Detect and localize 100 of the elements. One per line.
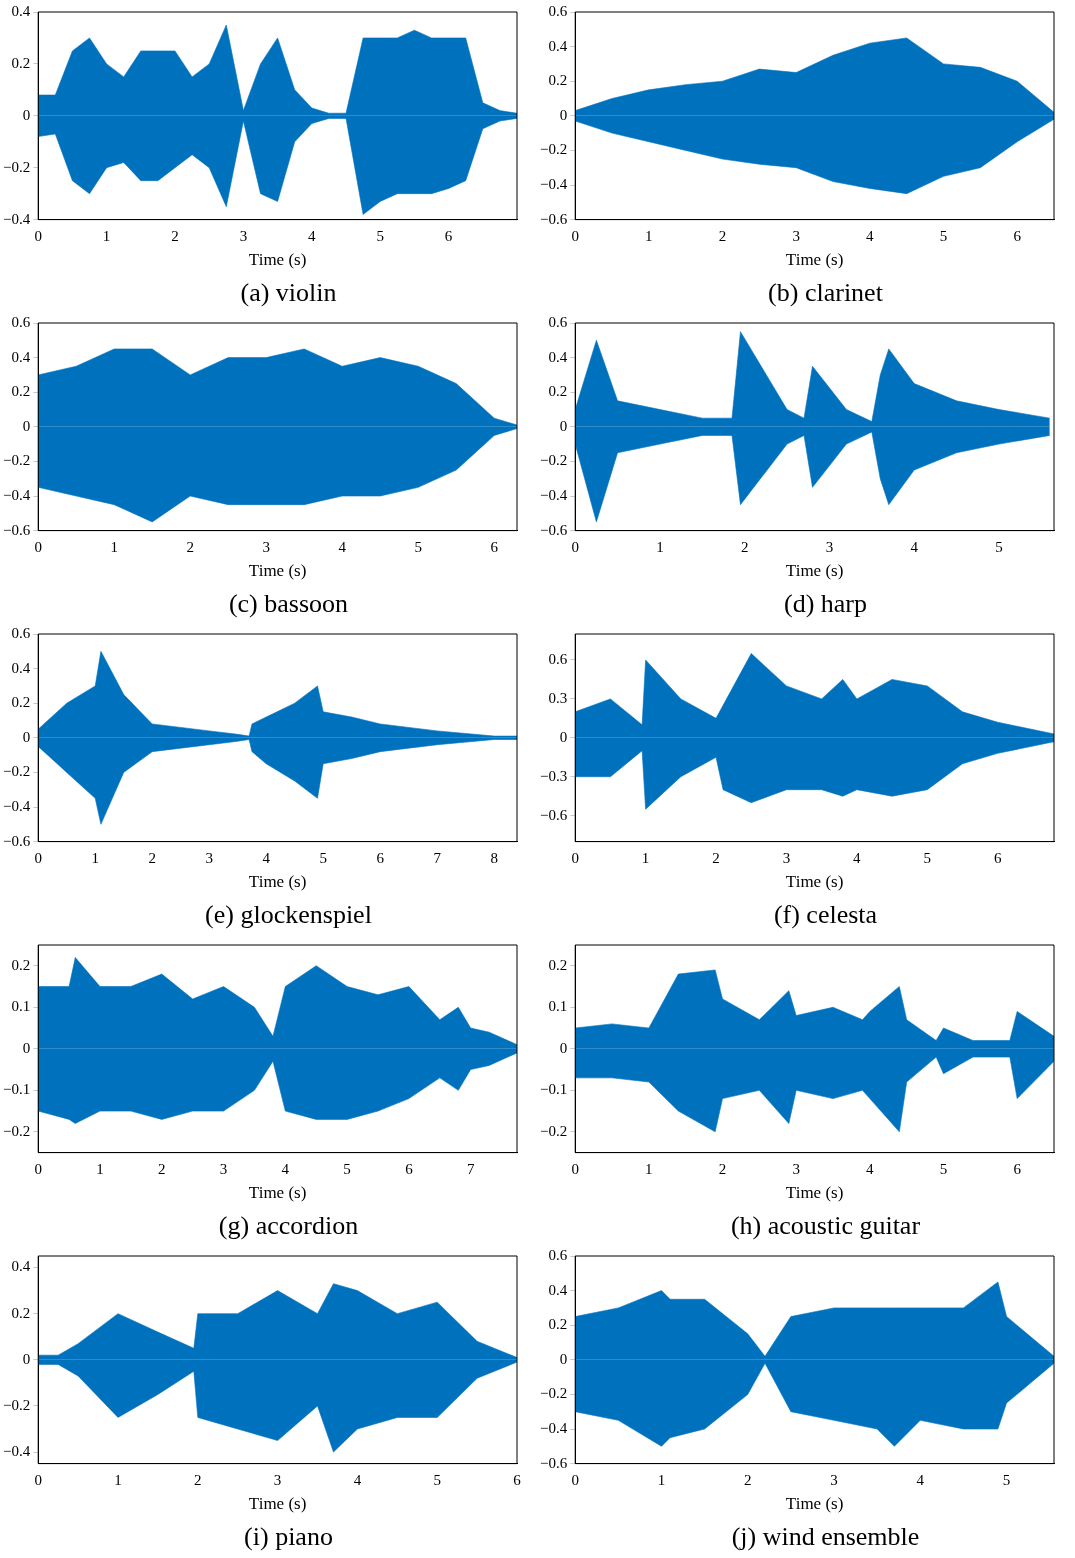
x-tick-label: 1 [110, 538, 118, 555]
x-tick-label: 3 [273, 1471, 282, 1488]
x-tick-label: 3 [239, 227, 248, 244]
x-tick-label: 5 [939, 1160, 948, 1177]
x-tick-label: 6 [490, 538, 499, 555]
x-tick-label: 0 [34, 1471, 42, 1488]
y-tick-label: −0.2 [2, 1396, 31, 1413]
y-tick-label: 0.2 [548, 956, 568, 973]
y-tick-label: 0 [22, 106, 31, 123]
x-tick-label: 6 [1013, 1160, 1022, 1177]
y-tick-label: −0.4 [539, 175, 568, 192]
x-tick-label: 2 [712, 849, 720, 866]
x-tick-label: 4 [353, 1471, 362, 1488]
y-tick-label: 0 [559, 1350, 568, 1367]
x-tick-label: 0 [571, 849, 579, 866]
x-tick-label: 2 [171, 227, 179, 244]
x-tick-label: 4 [866, 227, 875, 244]
text: (j) wind ensemble [730, 1521, 921, 1553]
x-tick-label: 1 [657, 1471, 666, 1488]
y-tick-label: 0.6 [548, 2, 568, 19]
y-tick-label: 0.2 [11, 54, 31, 71]
y-tick-label: −0.6 [539, 521, 568, 538]
y-tick-label: 0 [22, 728, 31, 745]
y-tick-label: −0.2 [2, 1122, 31, 1139]
x-tick-label: 7 [466, 1160, 475, 1177]
x-tick-label: 0 [571, 227, 579, 244]
x-tick-label: 6 [1013, 227, 1022, 244]
x-axis-title: Time (s) [248, 250, 307, 270]
y-tick-label: −0.4 [539, 486, 568, 503]
x-tick-label: 4 [338, 538, 347, 555]
y-tick-label: 0.4 [548, 1281, 568, 1298]
y-tick-label: −0.2 [539, 141, 568, 158]
y-tick-label: −0.3 [539, 767, 568, 784]
y-tick-label: 0.2 [11, 694, 31, 711]
x-tick-label: 2 [158, 1160, 166, 1177]
x-tick-label: 8 [490, 849, 498, 866]
y-tick-label: 0.2 [548, 72, 568, 89]
y-tick-label: 0.2 [11, 956, 31, 973]
x-tick-label: 3 [205, 849, 213, 866]
x-tick-label: 2 [186, 538, 194, 555]
text: (g) accordion [217, 1210, 360, 1242]
y-tick-label: 0.6 [11, 313, 31, 330]
x-axis-title: Time (s) [248, 872, 307, 892]
x-tick-label: 1 [102, 227, 111, 244]
y-tick-label: −0.6 [539, 210, 568, 227]
x-tick-label: 4 [916, 1471, 925, 1488]
y-tick-label: 0 [559, 728, 568, 745]
x-tick-label: 5 [319, 849, 327, 866]
x-tick-label: 1 [91, 849, 99, 866]
x-tick-label: 0 [34, 538, 42, 555]
text: (b) clarinet [767, 277, 884, 309]
text: (d) harp [783, 588, 868, 620]
y-tick-label: −0.1 [539, 1081, 568, 1098]
y-tick-label: 0 [22, 1350, 31, 1367]
x-tick-label: 5 [939, 227, 948, 244]
x-tick-label: 0 [34, 227, 42, 244]
y-tick-label: −0.2 [2, 763, 31, 780]
x-tick-label: 2 [718, 1160, 727, 1177]
y-tick-label: 0.2 [11, 1304, 31, 1321]
text: (e) glockenspiel [204, 899, 373, 931]
text: (f) celesta [772, 899, 879, 931]
x-axis-title: Time (s) [785, 1494, 844, 1514]
x-tick-label: 0 [571, 1160, 579, 1177]
y-tick-label: 0.6 [548, 1246, 568, 1263]
x-tick-label: 2 [194, 1471, 202, 1488]
x-tick-label: 1 [656, 538, 664, 555]
x-tick-label: 0 [34, 849, 42, 866]
y-tick-label: 0 [559, 417, 568, 434]
text: (h) acoustic guitar [729, 1210, 922, 1242]
y-tick-label: 0.3 [548, 689, 568, 706]
x-tick-label: 6 [376, 849, 385, 866]
y-tick-label: −0.6 [2, 832, 31, 849]
x-tick-label: 2 [718, 227, 727, 244]
x-tick-label: 6 [444, 227, 453, 244]
y-tick-label: 0.4 [11, 348, 31, 365]
x-axis-title: Time (s) [248, 1494, 307, 1514]
x-tick-label: 3 [792, 1160, 800, 1177]
x-tick-label: 5 [414, 538, 422, 555]
x-tick-label: 1 [645, 1160, 653, 1177]
y-tick-label: −0.2 [2, 452, 31, 469]
y-tick-label: −0.2 [2, 158, 31, 175]
text: (c) bassoon [227, 588, 350, 620]
y-tick-label: −0.2 [539, 452, 568, 469]
x-tick-label: 1 [645, 227, 653, 244]
y-tick-label: 0.6 [11, 624, 31, 641]
text: (i) piano [243, 1521, 334, 1553]
y-tick-label: 0.4 [548, 348, 568, 365]
x-tick-label: 2 [148, 849, 156, 866]
x-tick-label: 5 [1002, 1471, 1011, 1488]
y-tick-label: −0.6 [539, 1454, 568, 1471]
x-tick-label: 4 [262, 849, 271, 866]
y-tick-label: −0.1 [2, 1081, 31, 1098]
y-tick-label: −0.6 [2, 521, 31, 538]
y-tick-label: 0.2 [11, 383, 31, 400]
x-axis-title: Time (s) [785, 1183, 844, 1203]
x-tick-label: 2 [744, 1471, 752, 1488]
y-tick-label: 0.4 [11, 2, 31, 19]
x-tick-label: 7 [433, 849, 442, 866]
x-tick-label: 5 [343, 1160, 351, 1177]
x-tick-label: 3 [219, 1160, 228, 1177]
